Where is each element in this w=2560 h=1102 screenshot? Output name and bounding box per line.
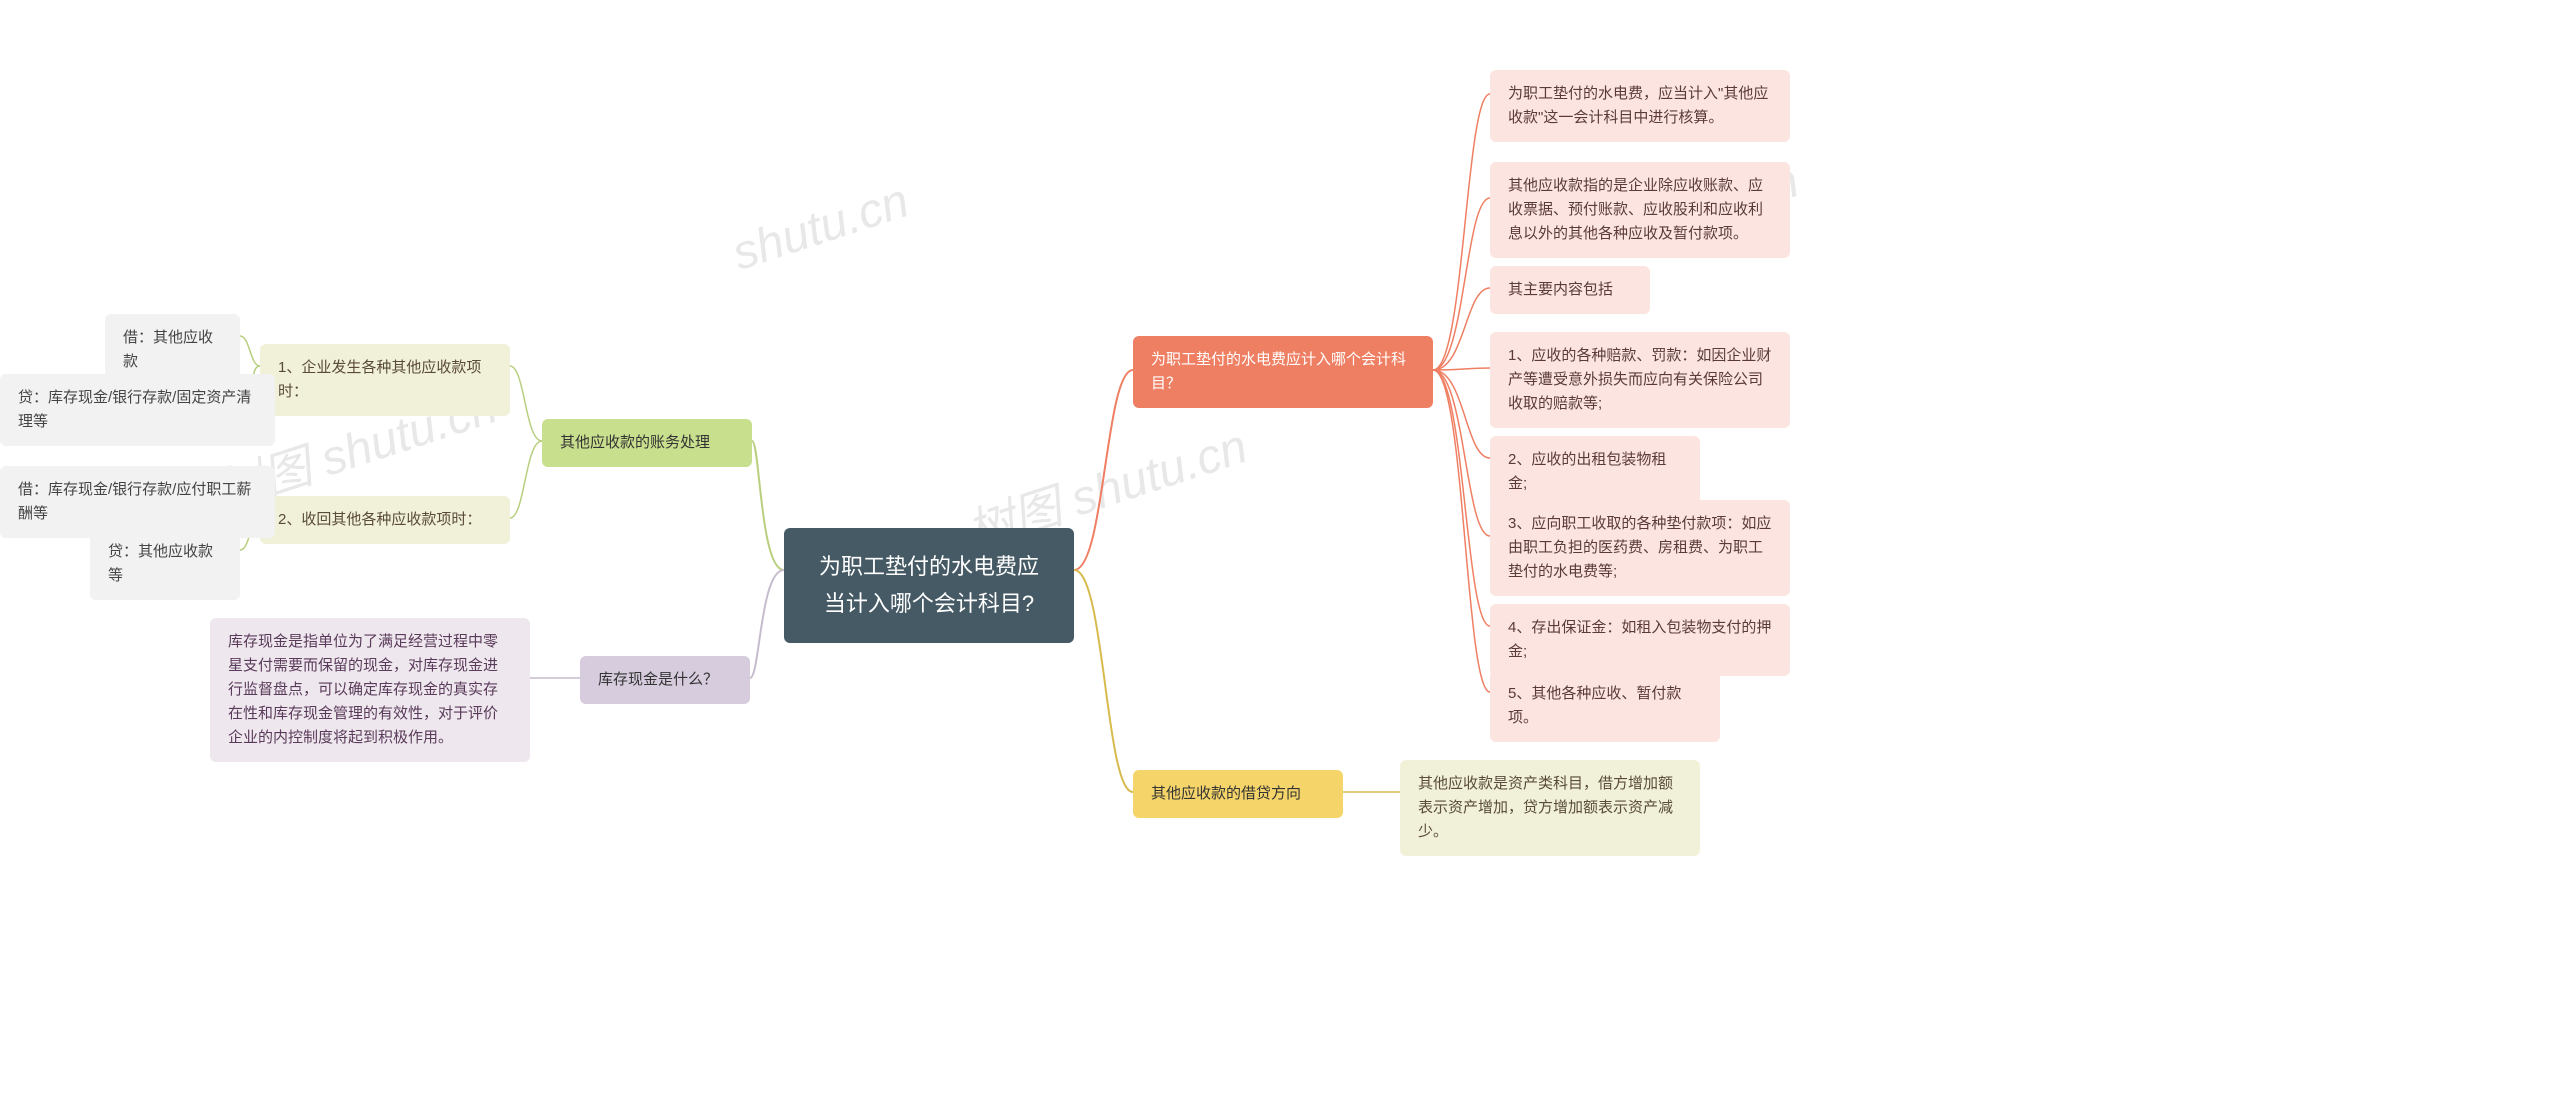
- leaf-node: 其他应收款是资产类科目，借方增加额表示资产增加，贷方增加额表示资产减少。: [1400, 760, 1700, 856]
- leaf-node: 库存现金是指单位为了满足经营过程中零星支付需要而保留的现金，对库存现金进行监督盘…: [210, 618, 530, 762]
- leaf-node: 1、应收的各种赔款、罚款：如因企业财产等遭受意外损失而应向有关保险公司收取的赔款…: [1490, 332, 1790, 428]
- connectors-layer: [0, 0, 2560, 1102]
- leaf-node: 其他应收款指的是企业除应收账款、应收票据、预付账款、应收股利和应收利息以外的其他…: [1490, 162, 1790, 258]
- leaf-node: 4、存出保证金：如租入包装物支付的押金;: [1490, 604, 1790, 676]
- leaf-node: 2、应收的出租包装物租金;: [1490, 436, 1700, 508]
- topic-green: 其他应收款的账务处理: [542, 419, 752, 467]
- leaf-node: 贷：其他应收款等: [90, 528, 240, 600]
- leaf-node: 贷：库存现金/银行存款/固定资产清理等: [0, 374, 275, 446]
- leaf-node: 3、应向职工收取的各种垫付款项：如应由职工负担的医药费、房租费、为职工垫付的水电…: [1490, 500, 1790, 596]
- topic-orange: 为职工垫付的水电费应计入哪个会计科目？: [1133, 336, 1433, 408]
- leaf-node: 其主要内容包括: [1490, 266, 1650, 314]
- watermark: shutu.cn: [726, 173, 916, 281]
- sub-node: 2、收回其他各种应收款项时：: [260, 496, 510, 544]
- topic-purple: 库存现金是什么？: [580, 656, 750, 704]
- topic-yellow: 其他应收款的借贷方向: [1133, 770, 1343, 818]
- leaf-node: 为职工垫付的水电费，应当计入"其他应收款"这一会计科目中进行核算。: [1490, 70, 1790, 142]
- root-node: 为职工垫付的水电费应当计入哪个会计科目?: [784, 528, 1074, 643]
- leaf-node: 5、其他各种应收、暂付款项。: [1490, 670, 1720, 742]
- sub-node: 1、企业发生各种其他应收款项时：: [260, 344, 510, 416]
